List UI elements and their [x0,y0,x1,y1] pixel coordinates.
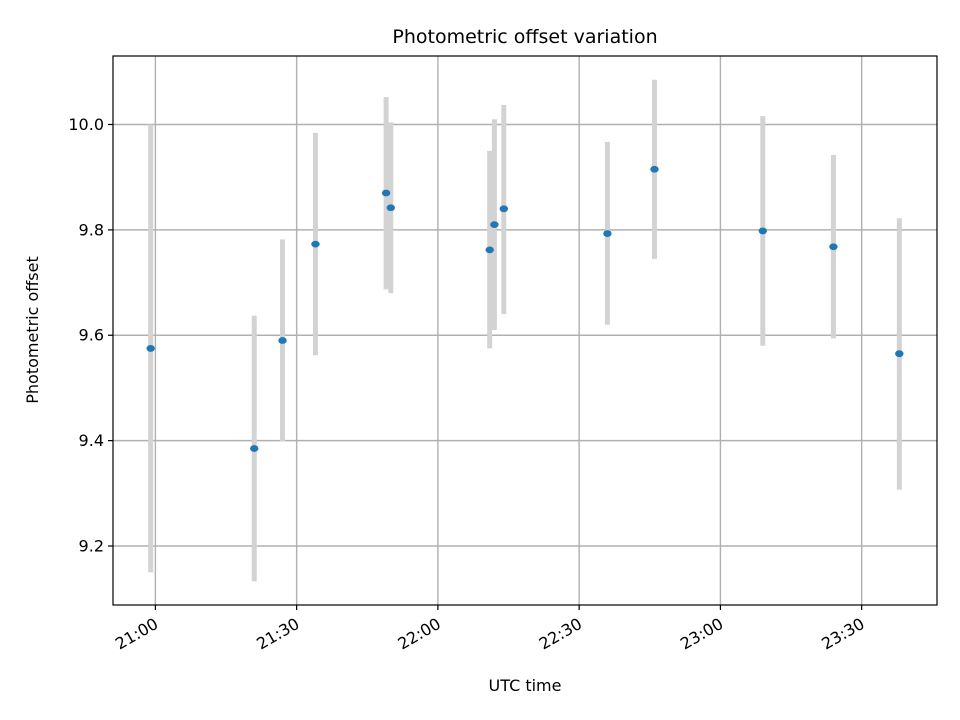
data-point [499,205,509,213]
chart-title: Photometric offset variation [392,26,657,48]
y-tick-label: 9.4 [79,431,104,450]
data-point [758,227,767,235]
y-tick-label: 9.2 [79,536,104,555]
x-axis-label: UTC time [489,676,562,695]
data-point [490,221,499,228]
data-point [485,246,494,254]
data-point [386,204,396,212]
data-point [311,240,320,248]
y-tick-label: 10.0 [68,115,104,134]
y-tick-label: 9.6 [79,326,104,345]
data-point [895,350,904,358]
data-point [603,230,612,237]
plot-frame [112,55,938,606]
data-point [250,445,259,452]
data-point [829,243,838,251]
grid-layer [113,56,937,605]
y-tick-label: 9.8 [79,220,104,239]
data-point [650,165,659,173]
y-axis-label: Photometric offset [23,256,42,404]
data-point [381,189,391,197]
data-point [146,345,155,352]
point-layer [146,165,904,452]
data-point [278,337,287,344]
